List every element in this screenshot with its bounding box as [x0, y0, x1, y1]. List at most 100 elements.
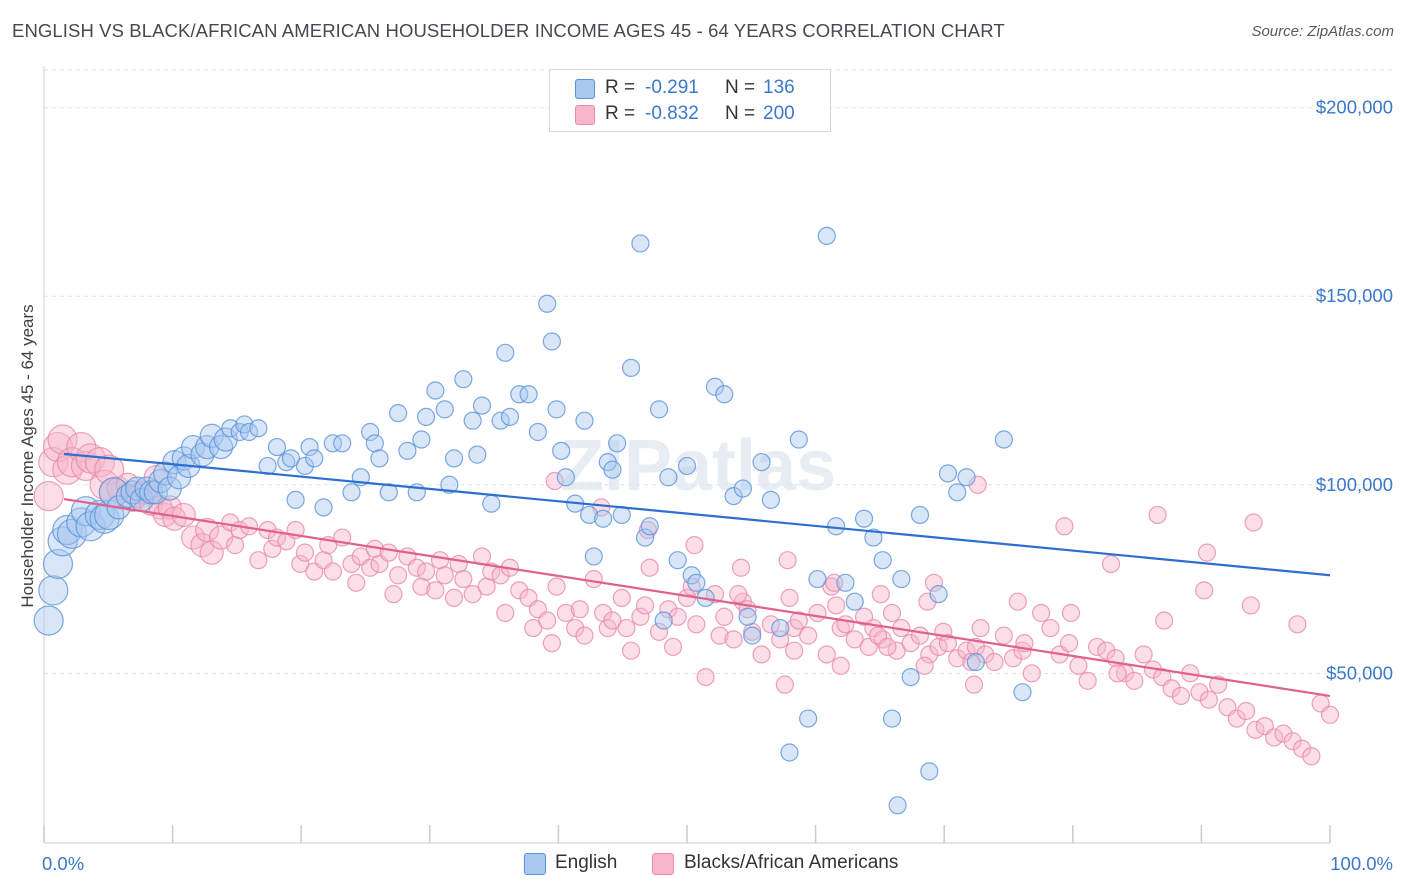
data-point — [435, 400, 454, 419]
data-point — [547, 400, 566, 419]
data-point — [677, 456, 697, 476]
data-point — [1227, 709, 1246, 728]
data-point — [640, 517, 659, 536]
data-point — [761, 615, 780, 634]
data-point — [1241, 596, 1260, 615]
data-point — [430, 551, 450, 570]
data-point — [752, 645, 771, 664]
data-point — [426, 581, 445, 600]
data-point — [323, 434, 342, 453]
data-point — [938, 464, 958, 483]
data-point — [915, 656, 934, 675]
data-point — [871, 585, 890, 604]
data-point — [584, 569, 603, 589]
y-tick-label: $150,000 — [1316, 285, 1393, 306]
data-point — [831, 656, 850, 675]
data-point — [249, 419, 268, 438]
legend-row-black: R = -0.832 N = 200 — [550, 101, 830, 127]
data-point — [705, 585, 725, 604]
legend-r-value: -0.291 — [645, 77, 699, 98]
y-tick-label: $200,000 — [1316, 97, 1393, 118]
data-point — [365, 434, 384, 453]
data-point — [878, 637, 897, 657]
data-point — [1320, 705, 1340, 724]
data-point — [640, 558, 659, 577]
data-point — [1087, 637, 1107, 657]
data-point — [621, 641, 641, 660]
data-point — [882, 709, 902, 728]
data-point — [873, 551, 892, 570]
data-point — [580, 505, 599, 525]
data-point — [38, 575, 69, 606]
data-point — [966, 652, 985, 672]
legend-item-black[interactable]: Blacks/African Americans — [652, 851, 932, 877]
data-point — [888, 796, 907, 815]
data-point — [715, 385, 734, 404]
data-point — [496, 343, 515, 362]
data-point — [291, 554, 310, 574]
data-point — [1022, 664, 1041, 683]
data-point — [305, 449, 324, 468]
data-point — [617, 618, 636, 638]
data-point — [552, 441, 571, 460]
data-point — [1069, 656, 1088, 675]
data-point — [817, 645, 836, 664]
y-tick-label: $100,000 — [1316, 474, 1393, 495]
data-point — [799, 709, 818, 728]
data-point — [225, 536, 245, 555]
data-point — [724, 486, 743, 506]
data-point — [663, 637, 683, 657]
data-point — [635, 528, 655, 547]
data-point — [1101, 554, 1121, 574]
legend-r-value: -0.832 — [645, 103, 699, 124]
data-point — [1197, 543, 1217, 562]
data-point — [603, 611, 622, 630]
data-point — [1125, 671, 1144, 690]
data-point — [295, 456, 315, 476]
data-point — [1004, 649, 1023, 668]
data-point — [444, 449, 464, 468]
legend-stats: R = -0.291 N = 136 R = -0.832 N = 200 — [549, 69, 831, 132]
data-point — [323, 562, 342, 581]
legend-swatch-black — [652, 853, 674, 875]
data-point — [33, 480, 64, 512]
data-point — [659, 468, 678, 487]
data-point — [239, 422, 259, 442]
data-point — [454, 569, 473, 589]
data-point — [785, 641, 804, 660]
data-point — [52, 514, 83, 546]
data-point — [449, 554, 468, 574]
data-point — [575, 411, 594, 430]
data-point — [668, 607, 687, 626]
data-point — [845, 592, 864, 611]
data-point — [738, 607, 757, 626]
data-point — [649, 400, 669, 419]
data-point — [1008, 592, 1027, 611]
data-point — [733, 479, 753, 498]
chart-title: ENGLISH VS BLACK/AFRICAN AMERICAN HOUSEH… — [12, 20, 1005, 41]
data-point — [1078, 671, 1097, 690]
data-point — [621, 358, 641, 377]
data-point — [1032, 603, 1051, 623]
data-point — [1283, 732, 1302, 751]
data-point — [249, 551, 268, 570]
data-point — [384, 585, 403, 604]
data-point — [635, 596, 655, 615]
data-point — [1061, 603, 1081, 623]
data-point — [1041, 618, 1060, 638]
data-point — [566, 618, 585, 638]
data-point — [715, 607, 734, 626]
data-point — [948, 483, 967, 502]
data-point — [789, 611, 808, 630]
legend-item-english[interactable]: English — [524, 851, 644, 877]
data-point — [342, 483, 361, 502]
data-point — [971, 618, 990, 638]
trend-line-english — [63, 452, 1331, 577]
data-point — [263, 539, 282, 558]
data-point — [1013, 683, 1032, 702]
data-point — [528, 422, 547, 442]
legend-swatch-english — [575, 79, 595, 99]
data-point — [281, 449, 301, 468]
data-point — [208, 434, 234, 460]
